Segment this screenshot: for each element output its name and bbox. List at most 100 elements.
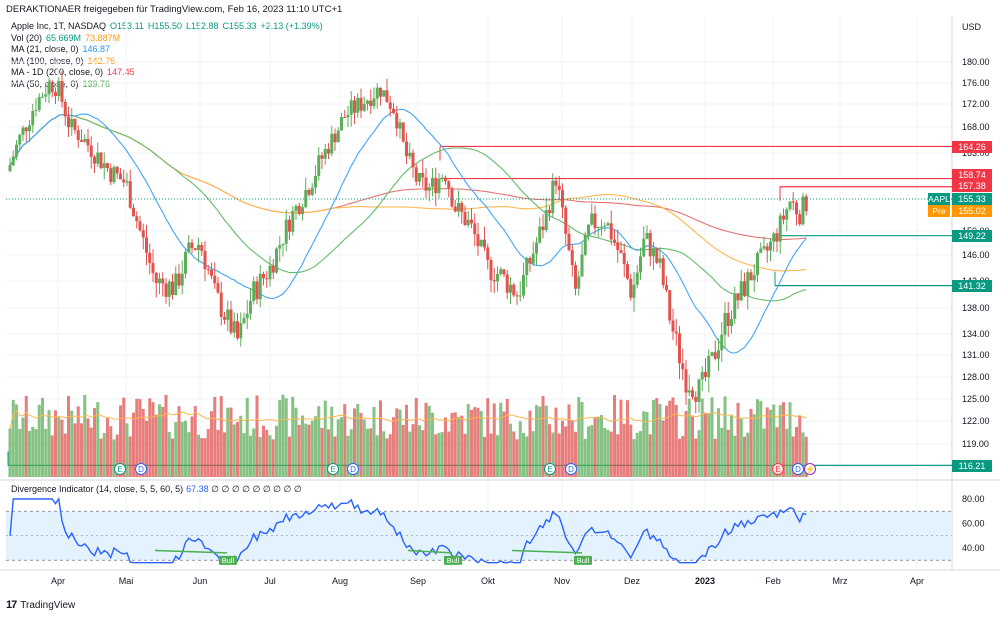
candle-body <box>704 372 707 378</box>
candle-body <box>291 210 295 232</box>
volume-bar <box>128 436 132 477</box>
candle-body <box>388 102 392 109</box>
candle-body <box>710 352 714 356</box>
candle-body <box>518 295 522 297</box>
volume-bar <box>41 397 44 477</box>
oscillator-band <box>6 511 952 561</box>
volume-bar <box>132 412 135 477</box>
volume-bar <box>236 421 239 477</box>
volume-bar <box>561 420 564 477</box>
price-marker-tag <box>928 193 950 205</box>
volume-bar <box>720 427 724 477</box>
volume-bar <box>804 436 808 477</box>
y-axis-tick: 134.00 <box>962 329 990 339</box>
candle-body <box>457 203 460 212</box>
y-axis-tick: 176.00 <box>962 78 990 88</box>
volume-bar <box>340 417 343 477</box>
candle-body <box>184 251 187 274</box>
price-marker-box <box>952 460 992 472</box>
volume-bar <box>635 432 639 477</box>
legend-value: 65.669M <box>46 32 82 43</box>
volume-bar <box>580 402 584 477</box>
candle-body <box>570 250 574 266</box>
volume-bars <box>8 394 808 477</box>
candle-body <box>375 87 379 99</box>
volume-bar <box>801 432 805 477</box>
candle-body <box>232 321 236 333</box>
volume-bar <box>765 407 769 477</box>
volume-bar <box>687 398 691 477</box>
candle-body <box>262 273 265 279</box>
volume-bar <box>112 439 116 477</box>
volume-bar <box>15 404 18 477</box>
x-axis-tick: Jun <box>193 576 208 586</box>
volume-bar <box>158 404 161 477</box>
candle-body <box>24 127 28 132</box>
candle-body <box>512 284 516 296</box>
candle-body <box>89 145 93 157</box>
legend-key: Apple Inc, 1T, NASDAQ <box>11 21 107 31</box>
volume-bar <box>739 418 743 477</box>
legend-value: 147.45 <box>107 67 135 77</box>
volume-bar <box>548 424 551 477</box>
candle-body <box>268 265 272 280</box>
candle-body <box>307 189 311 195</box>
volume-bar <box>252 428 256 477</box>
ma200-line <box>9 113 807 240</box>
volume-bar <box>424 402 428 477</box>
volume-bar <box>577 397 581 477</box>
volume-bar <box>382 431 386 477</box>
candle-body <box>418 172 421 182</box>
y-axis-tick: 131.00 <box>962 350 990 360</box>
candle-body <box>395 113 399 129</box>
y-axis-tick: 168.00 <box>962 122 990 132</box>
volume-bar <box>528 410 532 477</box>
candle-body <box>28 125 31 132</box>
volume-bar <box>655 398 659 477</box>
candle-body <box>115 167 119 174</box>
candle-body <box>167 281 171 297</box>
volume-bar <box>798 415 802 477</box>
candle-body <box>258 273 262 300</box>
volume-bar <box>509 423 512 477</box>
legend-value: +2.13 (+1.39%) <box>260 21 323 31</box>
volume-bar <box>210 411 213 477</box>
volume-bar <box>778 405 782 477</box>
candle-body <box>431 177 434 188</box>
divergence-line <box>154 549 228 554</box>
candle-body <box>297 205 301 215</box>
event-marker-label: D <box>795 465 801 474</box>
volume-bar <box>785 428 789 477</box>
candle-body <box>437 178 441 194</box>
volume-bar <box>44 428 48 477</box>
volume-bar <box>684 410 688 477</box>
candles <box>8 71 808 414</box>
candle-body <box>658 258 662 263</box>
candle-body <box>590 213 594 225</box>
volume-bar <box>297 424 301 477</box>
x-axis-tick: Dez <box>624 576 641 586</box>
legend-value: C155.33 <box>222 21 257 31</box>
candle-body <box>37 97 41 111</box>
candle-body <box>561 189 564 208</box>
candle-body <box>203 250 207 270</box>
candle-body <box>304 189 308 208</box>
price-marker-box <box>952 193 992 205</box>
candle-body <box>330 133 334 154</box>
earnings-marker <box>772 463 784 475</box>
candle-body <box>362 103 366 111</box>
legend-row: Vol (20) 65.669M 73.887M <box>11 33 323 45</box>
volume-bar <box>405 404 408 477</box>
volume-bar <box>119 405 122 477</box>
candle-body <box>769 241 772 251</box>
volume-bar <box>746 432 750 477</box>
candle-body <box>343 117 347 119</box>
volume-bar <box>255 395 259 477</box>
candle-body <box>528 258 532 264</box>
candle-body <box>70 118 74 128</box>
x-axis-tick: Apr <box>910 576 924 586</box>
candle-body <box>216 283 220 293</box>
volume-bar <box>333 436 337 477</box>
